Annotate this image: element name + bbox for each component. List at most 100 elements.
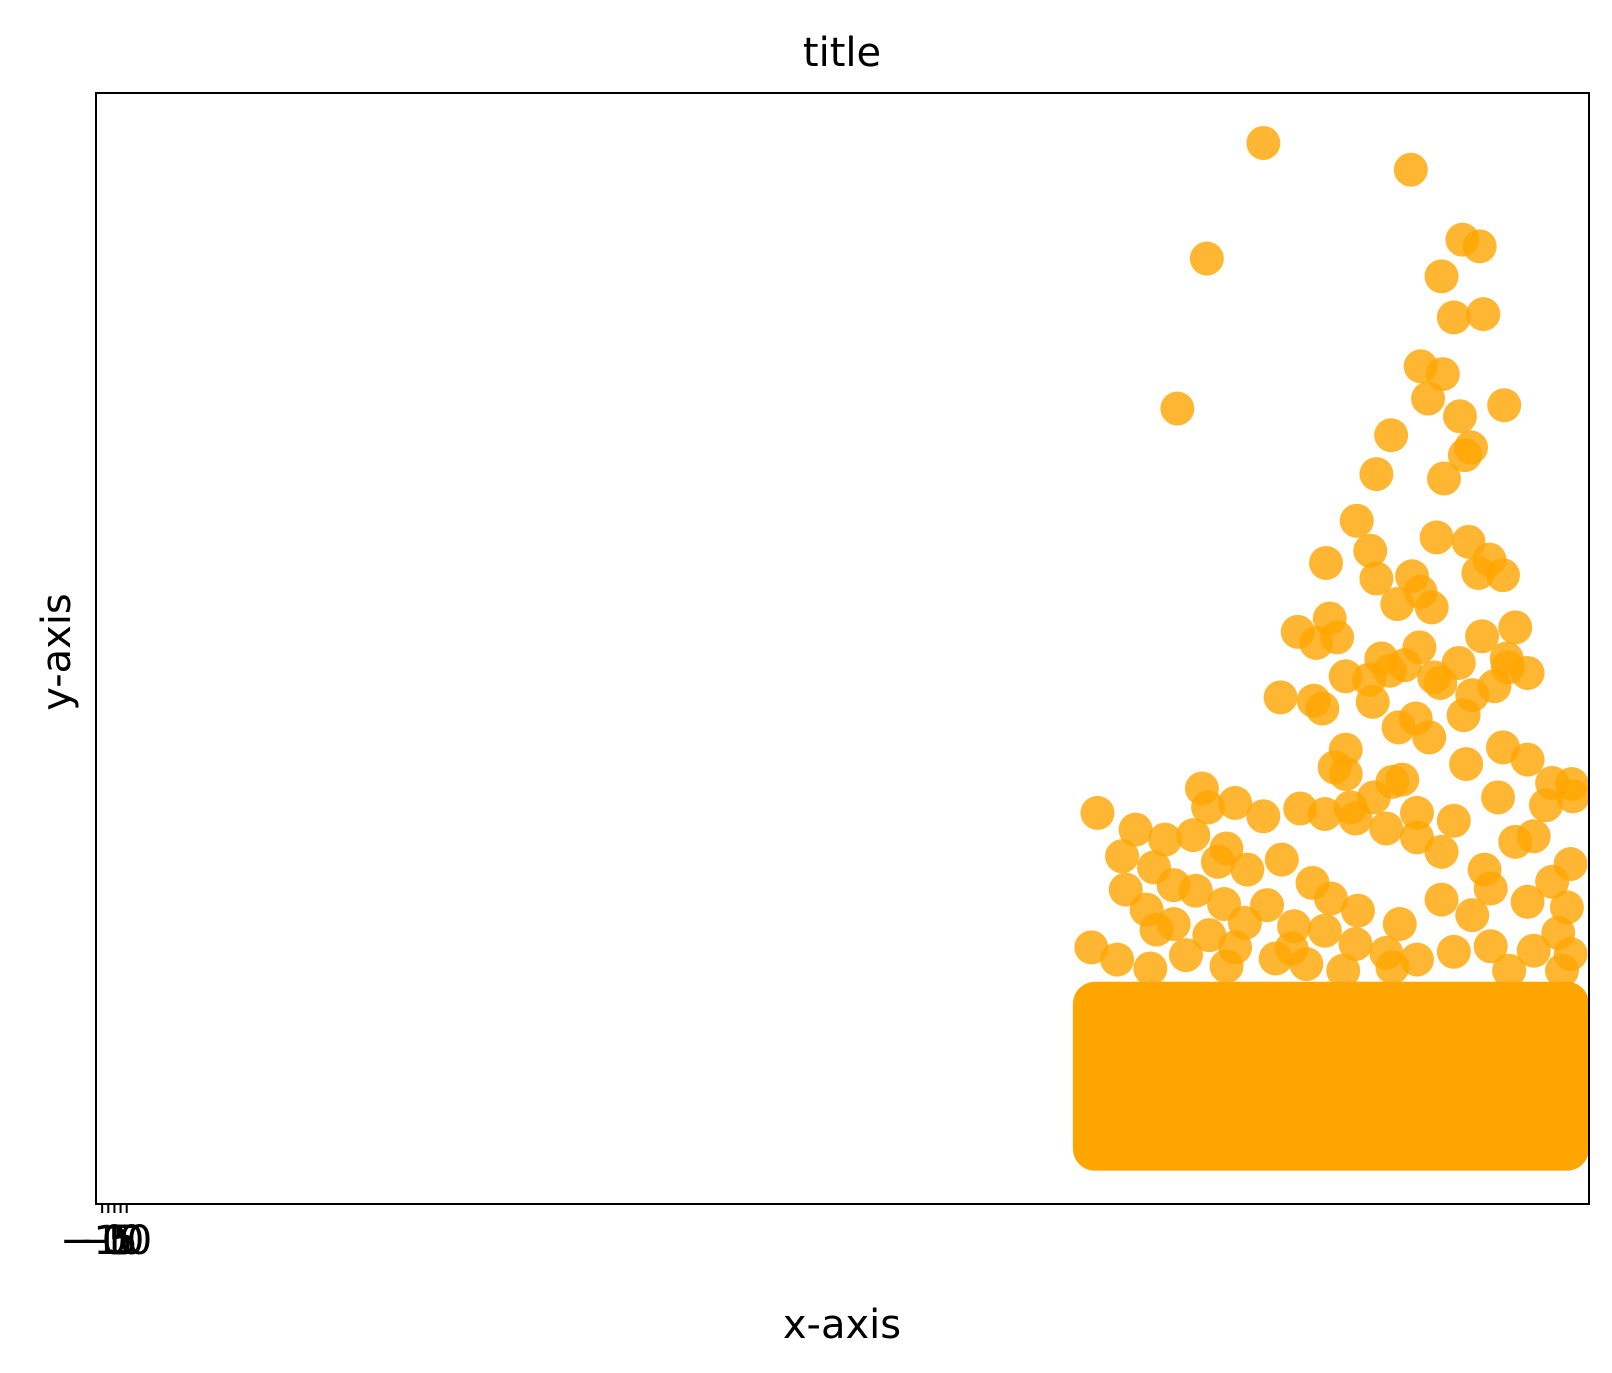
scatter-point [1449, 747, 1484, 782]
x-tick-label: 10 [101, 1218, 152, 1264]
scatter-point [1398, 701, 1433, 736]
scatter-point [1528, 788, 1563, 823]
scatter-point [1465, 619, 1500, 654]
scatter-point [1446, 698, 1481, 733]
scatter-point [1340, 893, 1375, 928]
scatter-point [1359, 457, 1394, 492]
scatter-point [1414, 590, 1449, 625]
scatter-point [1492, 953, 1527, 988]
chart-title: title [803, 30, 881, 76]
scatter-point [1473, 871, 1508, 906]
scatter-point [1436, 803, 1471, 838]
scatter-point [1510, 742, 1545, 777]
scatter-point [1427, 461, 1462, 496]
scatter-point [1355, 684, 1390, 719]
scatter-point [1369, 811, 1404, 846]
scatter-point [1160, 391, 1195, 426]
scatter-point [1487, 388, 1522, 423]
scatter-point [1436, 300, 1471, 335]
scatter-point [1498, 824, 1533, 859]
scatter-point [1516, 933, 1551, 968]
scatter-point [1455, 898, 1490, 933]
dense-point-cloud [1072, 981, 1589, 1171]
scatter-point [1189, 241, 1224, 276]
scatter-point [1230, 852, 1265, 887]
scatter-point [1100, 942, 1135, 977]
scatter-point [1218, 785, 1253, 820]
scatter-point [1313, 881, 1348, 916]
scatter-point [1424, 882, 1459, 917]
scatter-point [1374, 418, 1409, 453]
scatter-point [1274, 931, 1309, 966]
scatter-point [1485, 558, 1520, 593]
scatter-point [1353, 533, 1388, 568]
scatter-point [1200, 844, 1235, 879]
scatter-point [1148, 822, 1183, 857]
scatter-point [1411, 381, 1446, 416]
scatter-points [1074, 125, 1589, 988]
scatter-point [1385, 762, 1420, 797]
scatter-point [1339, 503, 1374, 538]
x-axis-label: x-axis [783, 1302, 901, 1348]
x-tick-label: −5 [79, 1218, 138, 1264]
scatter-point [1399, 795, 1434, 830]
scatter-point [1139, 912, 1174, 947]
scatter-point [1246, 799, 1281, 834]
scatter-point [1424, 834, 1459, 869]
scatter-point [1393, 152, 1428, 187]
scatter-point [1074, 930, 1109, 965]
scatter-point [1105, 839, 1140, 874]
scatter-point [1454, 430, 1489, 465]
scatter-point [1544, 953, 1579, 988]
scatter-point [1246, 125, 1281, 160]
scatter-point [1133, 951, 1168, 986]
scatter-point [1462, 229, 1497, 264]
scatter-point [1080, 795, 1115, 830]
scatter-point [1328, 757, 1363, 792]
scatter-point [1424, 259, 1459, 294]
scatter-point [1510, 884, 1545, 919]
scatter-point [1137, 850, 1172, 885]
scatter-point [1425, 357, 1460, 392]
scatter-point [1263, 680, 1298, 715]
x-tick-label: 0 [102, 1218, 127, 1264]
scatter-point [1283, 791, 1318, 826]
scatter-point [1473, 929, 1508, 964]
scatter-point [1399, 820, 1434, 855]
scatter-point [1466, 297, 1501, 332]
dense-region [1072, 981, 1589, 1171]
scatter-point [1423, 665, 1458, 700]
scatter-point [1359, 561, 1394, 596]
scatter-point [1481, 780, 1516, 815]
scatter-point [1442, 399, 1477, 434]
scatter-point [1209, 949, 1244, 984]
y-axis-label: y-axis [34, 593, 80, 711]
scatter-point [1192, 918, 1227, 953]
scatter-point [1419, 520, 1454, 555]
scatter-point [1309, 545, 1344, 580]
scatter-point [1549, 890, 1584, 925]
scatter-point [1264, 842, 1299, 877]
scatter-point [1168, 938, 1203, 973]
scatter-point [1280, 614, 1315, 649]
scatter-point [1307, 913, 1342, 948]
scatter-point [1436, 934, 1471, 969]
scatter-point [1176, 818, 1211, 853]
scatter-point [1382, 907, 1417, 942]
scatter-point [1207, 887, 1242, 922]
scatter-point [1326, 953, 1361, 988]
scatter-point [1553, 847, 1588, 882]
x-tick-label: −10 [60, 1218, 144, 1264]
scatter-point [1191, 790, 1226, 825]
scatter-point [1375, 950, 1410, 985]
scatter-point [1498, 610, 1533, 645]
scatter-point [1338, 927, 1373, 962]
scatter-point [1305, 691, 1340, 726]
scatter-point [1338, 801, 1373, 836]
plot-area-frame [95, 92, 1590, 1205]
x-tick-label: 5 [108, 1218, 133, 1264]
scatter-point [1556, 779, 1589, 814]
scatter-point [1118, 812, 1153, 847]
